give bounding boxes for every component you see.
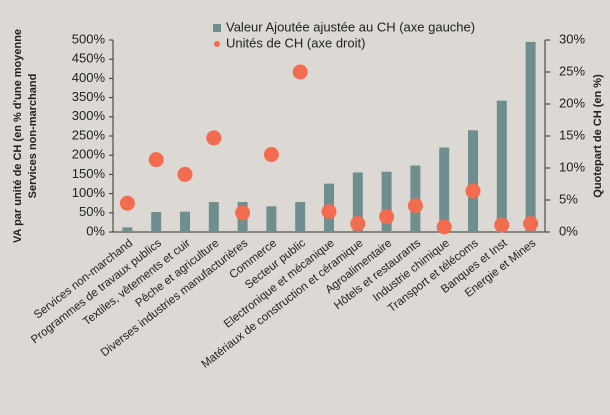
- y2-tick-label: 10%: [559, 159, 585, 174]
- legend-marker: [214, 41, 220, 47]
- y-tick-label: 0%: [86, 223, 105, 238]
- point: [436, 219, 452, 235]
- point: [523, 216, 539, 232]
- legend-label: Valeur Ajoutée ajustée au CH (axe gauche…: [226, 19, 475, 34]
- y-axis-label: Services non-marchand: [27, 74, 39, 199]
- y-tick-label: 100%: [72, 185, 106, 200]
- point: [321, 204, 337, 220]
- y2-tick-label: 15%: [559, 127, 585, 142]
- point: [148, 152, 164, 168]
- y-tick-label: 350%: [72, 89, 106, 104]
- y-tick-label: 400%: [72, 70, 106, 85]
- bar: [266, 206, 277, 232]
- point: [206, 130, 222, 146]
- bar: [496, 100, 507, 232]
- point: [235, 205, 251, 221]
- point: [379, 209, 395, 225]
- point: [407, 198, 423, 214]
- y-tick-label: 300%: [72, 108, 106, 123]
- y-tick-label: 200%: [72, 147, 106, 162]
- bar: [439, 147, 450, 232]
- point: [350, 216, 366, 232]
- y-axis-label: VA par unité de CH (en % d'une moyenne: [12, 29, 24, 243]
- bar: [295, 202, 306, 232]
- point: [177, 166, 193, 182]
- point: [119, 195, 135, 211]
- bar: [352, 172, 363, 232]
- point: [292, 64, 308, 80]
- y-tick-label: 250%: [72, 127, 106, 142]
- y-tick-label: 150%: [72, 166, 106, 181]
- bar: [525, 41, 536, 232]
- y2-tick-label: 30%: [559, 31, 585, 46]
- bar: [180, 211, 190, 232]
- bar: [381, 171, 392, 232]
- point: [263, 147, 279, 163]
- y-tick-label: 50%: [79, 204, 105, 219]
- y2-tick-label: 25%: [559, 63, 585, 78]
- legend-label: Unités de CH (axe droit): [226, 35, 365, 50]
- bar: [468, 130, 478, 232]
- point: [465, 183, 481, 199]
- y-tick-label: 500%: [72, 31, 106, 46]
- legend-marker: [213, 24, 221, 32]
- point: [494, 217, 510, 233]
- y2-tick-label: 5%: [559, 191, 578, 206]
- bar: [208, 202, 219, 232]
- y2-axis-label: Quotepart de CH (en %): [592, 74, 604, 198]
- bar: [122, 227, 133, 232]
- bar: [151, 212, 162, 232]
- y-tick-label: 450%: [72, 51, 106, 66]
- y2-tick-label: 20%: [559, 95, 585, 110]
- y2-tick-label: 0%: [559, 223, 578, 238]
